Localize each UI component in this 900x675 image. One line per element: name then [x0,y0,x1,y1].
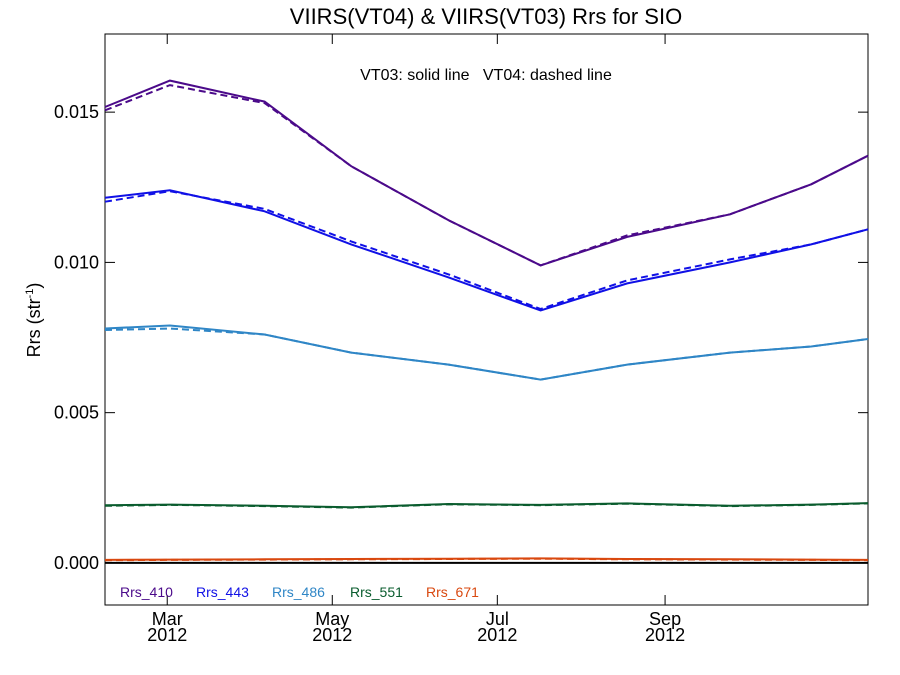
y-tick-label: 0.015 [54,102,99,122]
legend-entry: Rrs_443 [196,584,249,600]
plot-frame [104,33,869,606]
y-axis-label-main: Rrs (str [24,298,44,357]
series-line-vt03-Rrs_671 [104,557,869,561]
legend-entry: Rrs_410 [120,584,173,600]
chart-title: VIIRS(VT04) & VIIRS(VT03) Rrs for SIO [290,4,682,29]
y-axis-label-close: ) [24,283,44,289]
y-tick-label: 0.010 [54,252,99,272]
y-axis-label-sup: -1 [24,289,36,299]
series-lines [104,79,869,562]
series-line-vt04-Rrs_486 [104,327,869,381]
x-tick-label-month: Jul [486,609,509,629]
y-tick-label: 0.000 [54,553,99,573]
y-axis-label: Rrs (str-1) [24,283,44,358]
x-tick-label-year: 2012 [312,625,352,645]
legend: Rrs_410 Rrs_443 Rrs_486 Rrs_551 Rrs_671 [120,584,479,600]
x-tick-label-month: Mar [152,609,183,629]
series-line-vt03-Rrs_486 [104,324,869,381]
y-axis: 0.000 0.005 0.010 0.015 [54,102,868,573]
x-tick-label-month: Sep [649,609,681,629]
x-tick-label-month: May [315,609,349,629]
series-line-vt03-Rrs_443 [104,189,869,312]
x-tick-label-year: 2012 [477,625,517,645]
series-line-vt03-Rrs_410 [104,79,869,267]
chart-annotation: VT03: solid line VT04: dashed line [360,67,612,84]
legend-entry: Rrs_551 [350,584,403,600]
x-tick-label-year: 2012 [147,625,187,645]
series-line-vt03-Rrs_551 [104,502,869,509]
legend-entry: Rrs_486 [272,584,325,600]
legend-entry: Rrs_671 [426,584,479,600]
x-tick-label-year: 2012 [645,625,685,645]
y-tick-label: 0.005 [54,403,99,423]
